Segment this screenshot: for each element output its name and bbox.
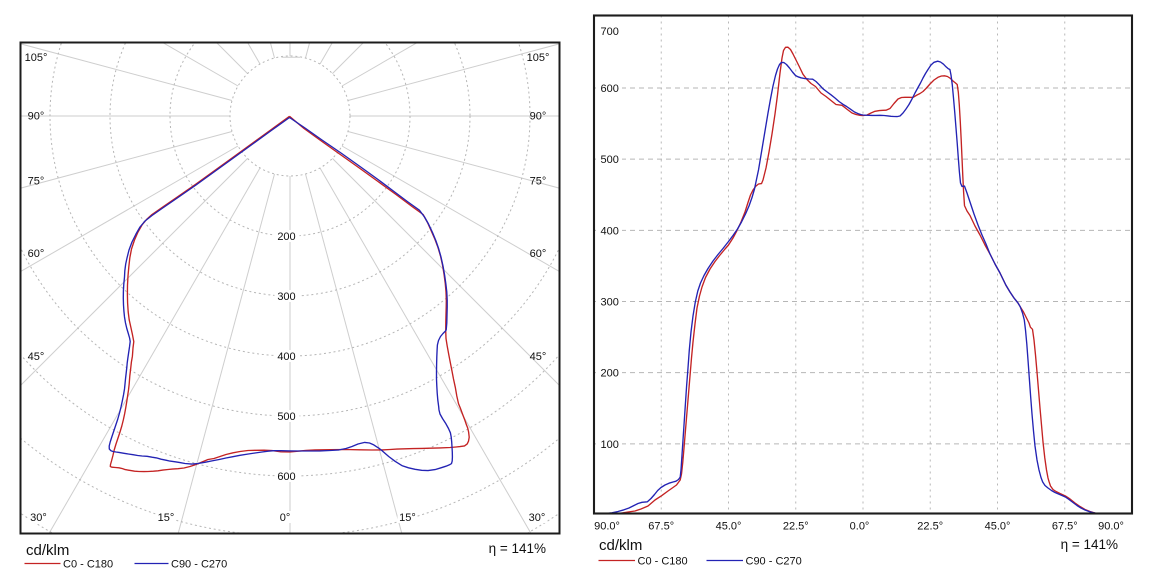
- svg-text:22.5°: 22.5°: [917, 521, 943, 533]
- svg-text:500: 500: [601, 154, 619, 166]
- svg-text:67.5°: 67.5°: [1052, 521, 1078, 533]
- svg-text:400: 400: [277, 351, 295, 363]
- svg-text:67.5°: 67.5°: [648, 521, 674, 533]
- svg-text:15°: 15°: [399, 512, 416, 524]
- svg-text:η = 141%: η = 141%: [489, 541, 546, 556]
- svg-text:90°: 90°: [530, 111, 547, 123]
- svg-text:300: 300: [277, 291, 295, 303]
- svg-text:700: 700: [601, 26, 619, 38]
- svg-text:100: 100: [601, 439, 619, 451]
- svg-text:400: 400: [601, 225, 619, 237]
- svg-text:30°: 30°: [529, 512, 546, 524]
- svg-text:75°: 75°: [530, 176, 547, 188]
- svg-text:22.5°: 22.5°: [783, 521, 809, 533]
- svg-text:600: 600: [601, 83, 619, 95]
- svg-text:15°: 15°: [158, 512, 175, 524]
- svg-text:45.0°: 45.0°: [985, 521, 1011, 533]
- svg-text:90.0°: 90.0°: [1098, 521, 1124, 533]
- svg-text:200: 200: [277, 231, 295, 243]
- svg-text:45°: 45°: [28, 351, 45, 363]
- svg-text:0°: 0°: [280, 512, 291, 524]
- svg-text:30°: 30°: [30, 512, 47, 524]
- svg-text:C0 - C180: C0 - C180: [63, 559, 113, 571]
- svg-text:60°: 60°: [28, 248, 45, 260]
- svg-text:cd/klm: cd/klm: [599, 537, 642, 554]
- svg-text:200: 200: [601, 368, 619, 380]
- svg-text:η = 141%: η = 141%: [1061, 537, 1118, 552]
- svg-text:105°: 105°: [25, 52, 48, 64]
- svg-text:0.0°: 0.0°: [850, 521, 870, 533]
- svg-text:90°: 90°: [28, 111, 45, 123]
- svg-text:60°: 60°: [530, 248, 547, 260]
- svg-text:45°: 45°: [530, 351, 547, 363]
- svg-text:90.0°: 90.0°: [594, 521, 620, 533]
- svg-text:500: 500: [277, 411, 295, 423]
- svg-text:300: 300: [601, 296, 619, 308]
- svg-text:C90 - C270: C90 - C270: [171, 559, 227, 571]
- svg-text:600: 600: [277, 471, 295, 483]
- svg-text:C90 - C270: C90 - C270: [746, 556, 802, 568]
- svg-text:105°: 105°: [527, 52, 550, 64]
- svg-text:75°: 75°: [28, 176, 45, 188]
- svg-text:C0 - C180: C0 - C180: [638, 556, 688, 568]
- svg-text:cd/klm: cd/klm: [26, 542, 69, 559]
- svg-text:45.0°: 45.0°: [716, 521, 742, 533]
